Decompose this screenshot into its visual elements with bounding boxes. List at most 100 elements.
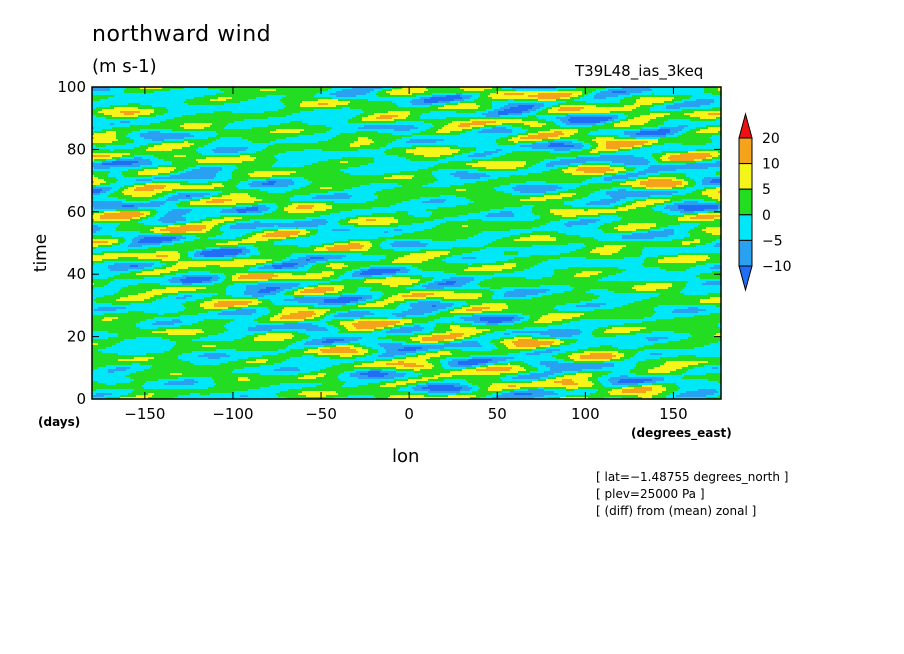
field-cell xyxy=(100,317,102,319)
field-cell xyxy=(148,333,150,335)
field-cell xyxy=(128,365,130,367)
field-cell xyxy=(138,95,140,97)
field-cell xyxy=(110,359,112,361)
field-cell xyxy=(118,321,120,323)
field-cell xyxy=(138,193,140,195)
field-cell xyxy=(94,185,96,187)
field-cell xyxy=(144,197,146,199)
field-cell xyxy=(94,97,96,99)
field-cell xyxy=(124,305,126,307)
field-cell xyxy=(96,269,98,271)
field-cell xyxy=(100,297,102,299)
field-cell xyxy=(116,149,118,151)
field-cell xyxy=(112,339,114,341)
field-cell xyxy=(114,105,116,107)
field-cell xyxy=(96,103,98,105)
field-cell xyxy=(136,385,138,387)
field-cell xyxy=(118,181,120,183)
field-cell xyxy=(132,397,134,399)
field-cell xyxy=(154,283,156,285)
field-cell xyxy=(146,99,148,101)
field-cell xyxy=(138,127,140,129)
field-cell xyxy=(142,161,144,163)
field-cell xyxy=(150,249,152,251)
field-cell xyxy=(106,267,108,269)
field-cell xyxy=(120,117,122,119)
field-cell xyxy=(102,241,104,243)
field-cell xyxy=(130,283,132,285)
field-cell xyxy=(150,251,152,253)
field-cell xyxy=(114,129,116,131)
field-cell xyxy=(148,273,150,275)
field-cell xyxy=(112,229,114,231)
field-cell xyxy=(120,131,122,133)
field-cell xyxy=(138,267,140,269)
field-cell xyxy=(92,111,94,113)
field-cell xyxy=(92,345,94,347)
field-cell xyxy=(132,237,134,239)
field-cell xyxy=(118,95,120,97)
field-cell xyxy=(96,131,98,133)
field-cell xyxy=(146,385,148,387)
field-cell xyxy=(92,321,94,323)
field-cell xyxy=(138,115,140,117)
field-cell xyxy=(144,309,146,311)
field-cell xyxy=(94,367,96,369)
field-cell xyxy=(130,367,132,369)
field-cell xyxy=(118,113,120,115)
field-cell xyxy=(110,277,112,279)
field-cell xyxy=(112,165,114,167)
field-cell xyxy=(114,173,116,175)
field-cell xyxy=(152,187,154,189)
field-cell xyxy=(112,181,114,183)
field-cell xyxy=(108,377,110,379)
field-cell xyxy=(154,259,156,261)
field-cell xyxy=(114,251,116,253)
field-cell xyxy=(130,359,132,361)
field-cell xyxy=(98,323,100,325)
field-cell xyxy=(98,351,100,353)
field-cell xyxy=(102,325,104,327)
field-cell xyxy=(146,157,148,159)
field-cell xyxy=(100,389,102,391)
field-cell xyxy=(122,279,124,281)
field-cell xyxy=(94,143,96,145)
field-cell xyxy=(96,357,98,359)
field-cell xyxy=(116,297,118,299)
field-cell xyxy=(140,383,142,385)
field-cell xyxy=(124,279,126,281)
field-cell xyxy=(108,233,110,235)
field-cell xyxy=(114,285,116,287)
field-cell xyxy=(96,189,98,191)
field-cell xyxy=(124,165,126,167)
field-cell xyxy=(124,255,126,257)
field-cell xyxy=(98,117,100,119)
field-cell xyxy=(132,377,134,379)
field-cell xyxy=(134,397,136,399)
field-cell xyxy=(140,335,142,337)
field-cell xyxy=(98,253,100,255)
field-cell xyxy=(122,157,124,159)
field-cell xyxy=(126,169,128,171)
field-cell xyxy=(126,97,128,99)
field-cell xyxy=(150,271,152,273)
field-cell xyxy=(134,157,136,159)
field-cell xyxy=(96,231,98,233)
field-cell xyxy=(120,309,122,311)
field-cell xyxy=(118,319,120,321)
field-cell xyxy=(122,181,124,183)
field-cell xyxy=(142,193,144,195)
field-cell xyxy=(112,309,114,311)
field-cell xyxy=(96,129,98,131)
field-cell xyxy=(102,371,104,373)
field-cell xyxy=(118,237,120,239)
field-cell xyxy=(120,93,122,95)
field-cell xyxy=(146,393,148,395)
field-cell xyxy=(142,201,144,203)
field-cell xyxy=(124,129,126,131)
field-cell xyxy=(110,181,112,183)
field-cell xyxy=(128,163,130,165)
field-cell xyxy=(126,219,128,221)
field-cell xyxy=(130,325,132,327)
field-cell xyxy=(96,171,98,173)
